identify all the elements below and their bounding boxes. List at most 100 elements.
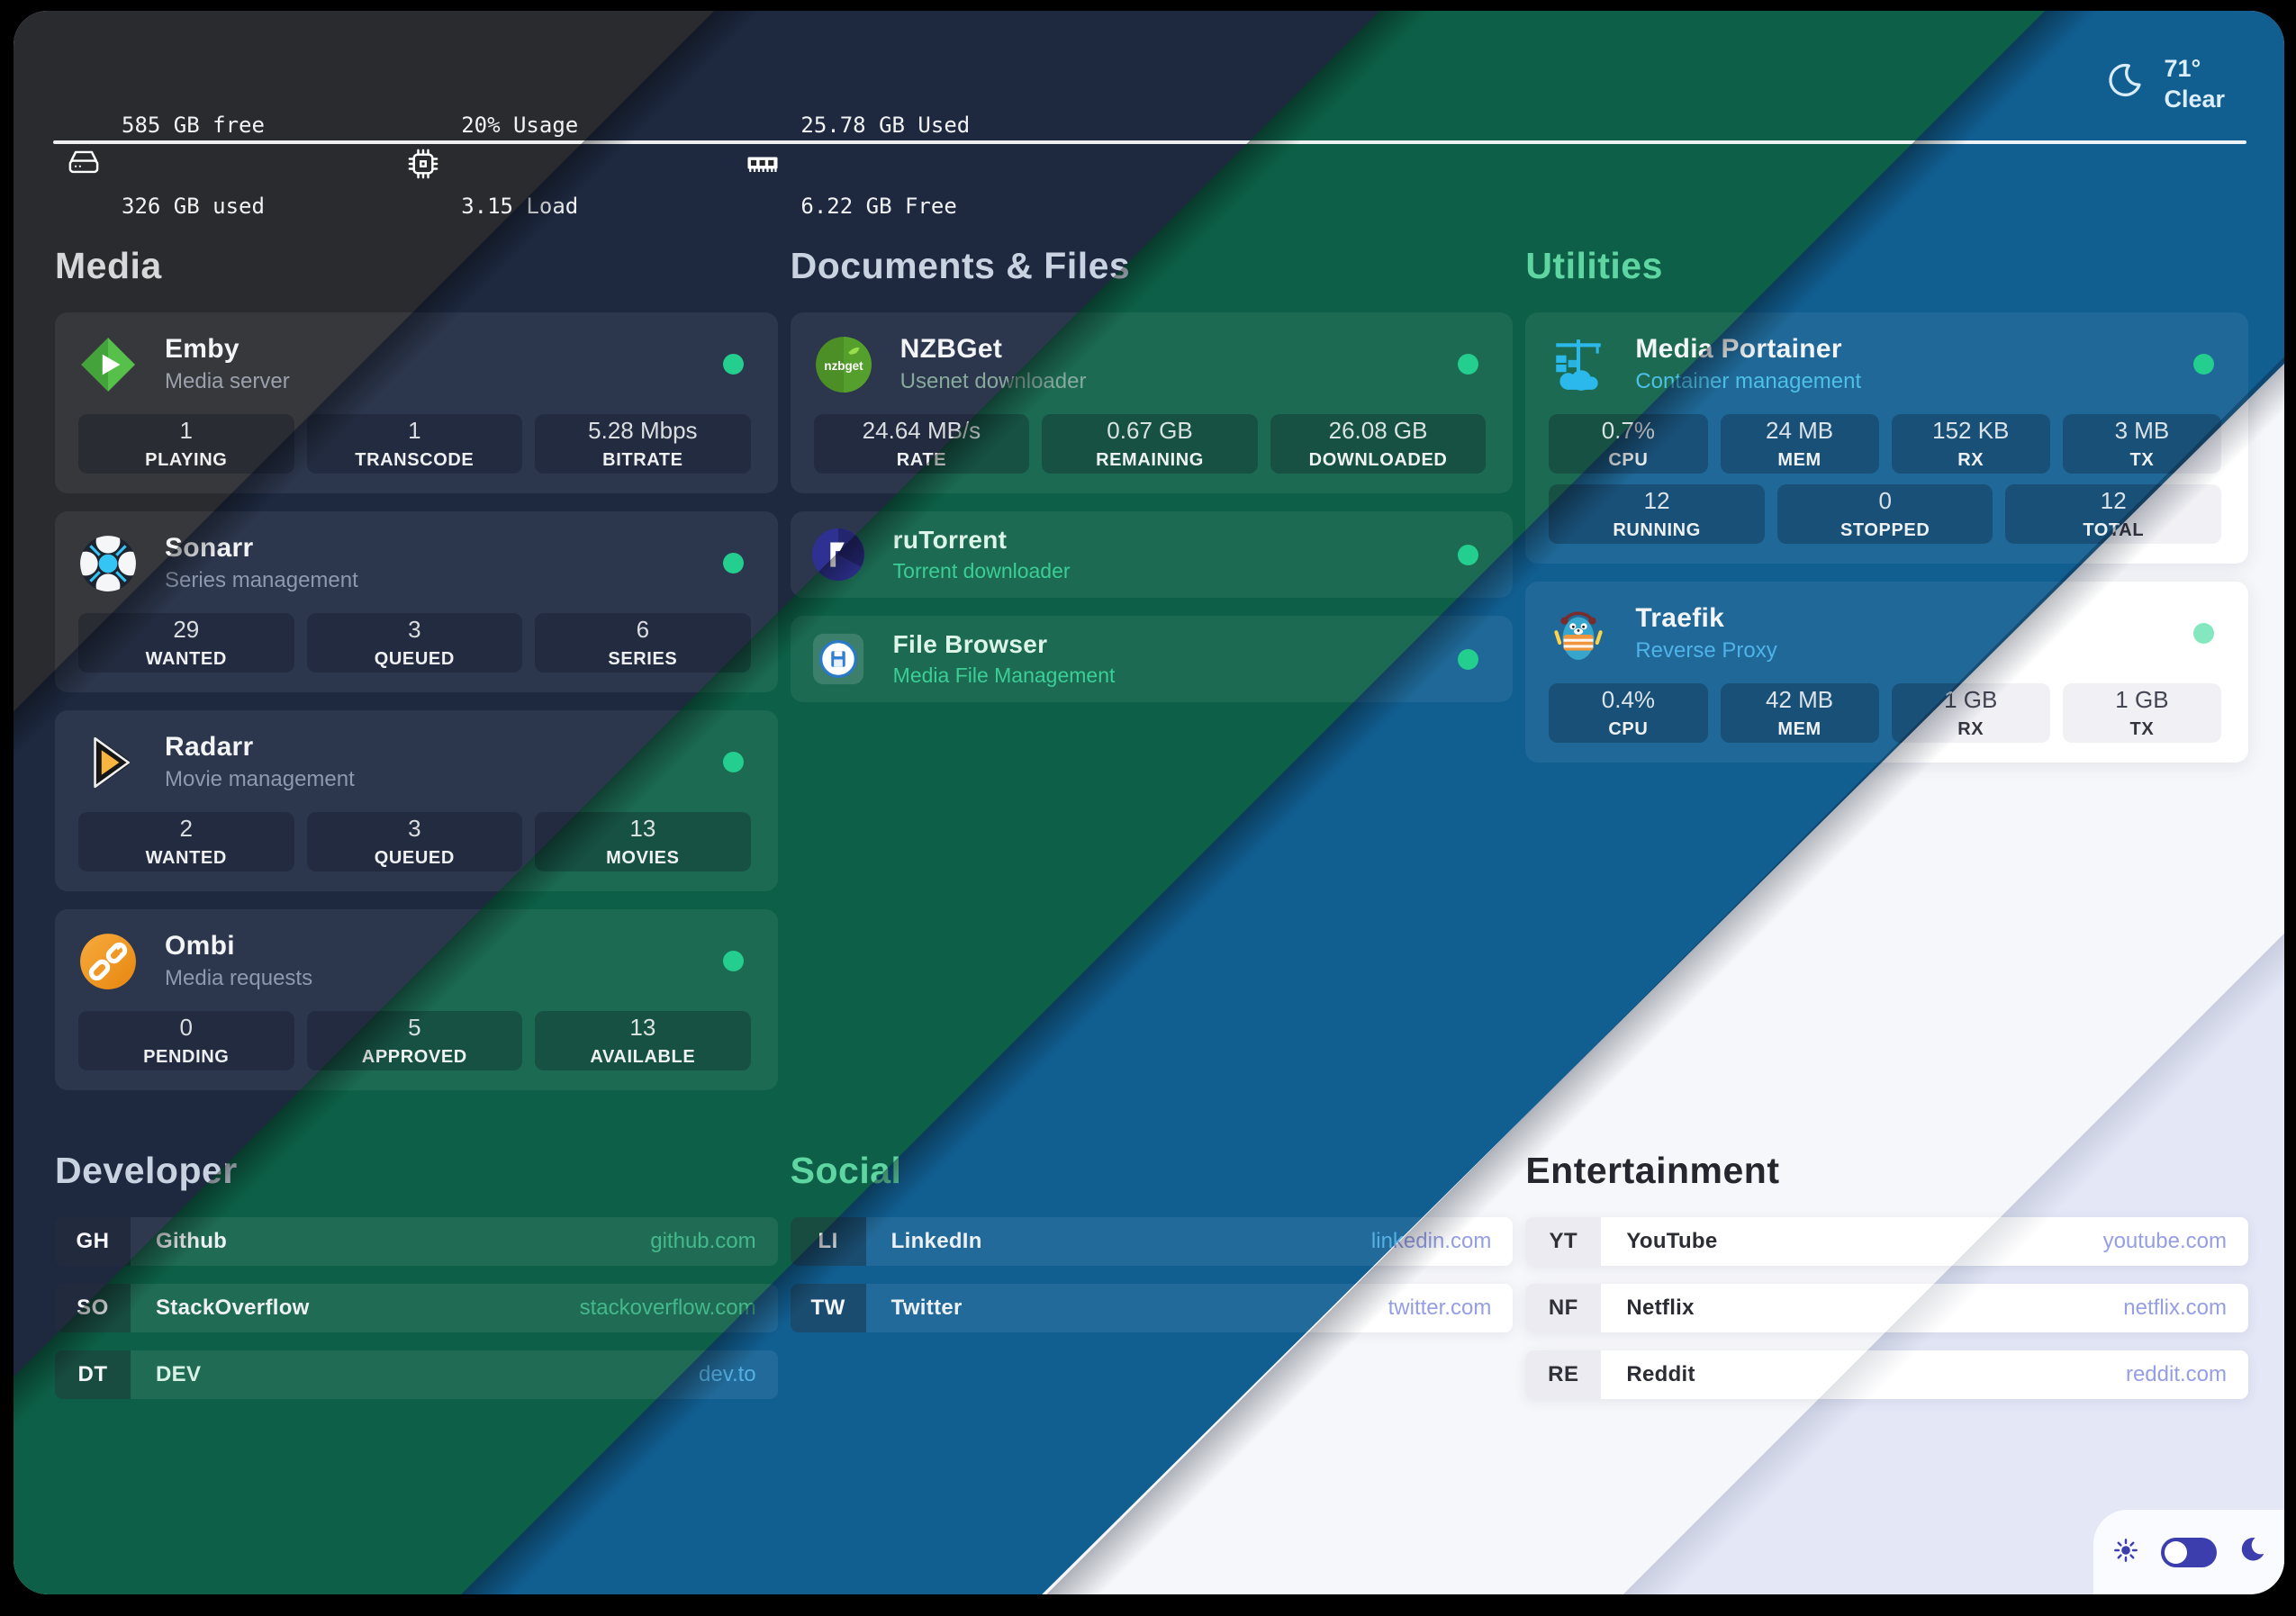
section-title: Utilities [1525,245,1663,286]
service-subtitle: Usenet downloader [899,369,1087,393]
theme-toggle-switch[interactable] [2161,1537,2217,1567]
service-card-ombi[interactable]: Ombi Media requests 0 PENDING [55,909,778,1090]
weather-temperature: 71° [2164,55,2201,82]
dashboard-screen: 585 GB free 326 GB used [14,11,2284,1594]
link-domain: stackoverflow.com [579,1296,756,1320]
service-title: ruTorrent [892,526,1008,554]
section-title: Social [790,1150,902,1191]
stat-downloaded: 26.08 GB DOWNLOADED [1270,414,1487,474]
stat-remaining: 0.67 GB REMAINING [1042,414,1258,474]
stat-cpu: 0.7% CPU [1549,414,1708,474]
stat-wanted: 29 WANTED [78,613,294,673]
section-documents: Documents & Files nzbget [790,245,1514,702]
weather-condition: Clear [2164,85,2225,113]
section-title: Documents & Files [790,245,1131,286]
nzbget-icon: nzbget [814,335,873,394]
service-title: Radarr [165,732,254,762]
service-subtitle: Reverse Proxy [1635,638,1777,663]
stat-tx: 3 MB TX [2062,414,2222,474]
service-subtitle: Media requests [165,966,313,990]
section-social: Social LI LinkedIn linkedin.com TW Twitt… [790,1150,1514,1332]
link-row-reddit[interactable]: RE Reddit reddit.com [1525,1350,2248,1399]
emby-icon [78,335,138,394]
disk-icon [64,144,104,188]
cpu-load: 3.15 Load [461,194,579,219]
service-card-emby[interactable]: Emby Media server 1 PLAYING [55,312,778,493]
link-domain: reddit.com [2125,1362,2227,1386]
filebrowser-icon [810,631,866,687]
service-card-radarr[interactable]: Radarr Movie management 2 WANTED [55,710,778,891]
service-card-rutorrent[interactable]: ruTorrent Torrent downloader [790,511,1514,598]
service-card-nzbget[interactable]: nzbget NZBGet Usenet downloader [790,312,1514,493]
link-row-dev[interactable]: DT DEV dev.to [55,1350,778,1399]
stat-bitrate: 5.28 Mbps BITRATE [535,414,751,474]
stat-available: 13 AVAILABLE [535,1011,751,1070]
stat-series: 6 SERIES [535,613,751,673]
github-icon: GH [55,1217,131,1266]
toggle-knob [2165,1540,2187,1564]
stat-pending: 0 PENDING [78,1011,294,1070]
stat-tx: 1 GB TX [2062,683,2222,743]
link-row-github[interactable]: GH Github github.com [55,1217,778,1266]
section-title: Entertainment [1525,1150,1780,1191]
link-domain: youtube.com [2102,1229,2227,1253]
service-subtitle: Movie management [165,767,355,791]
stat-wanted: 2 WANTED [78,812,294,871]
status-dot [2193,354,2214,375]
service-card-sonarr[interactable]: Sonarr Series management 29 WANTED [55,511,778,692]
status-dot [1458,648,1479,670]
stat-rx: 152 KB RX [1891,414,2050,474]
sun-icon[interactable] [2111,1535,2141,1570]
link-label: Github [156,1229,228,1253]
moon-icon [2101,59,2146,109]
stat-rate: 24.64 MB/s RATE [813,414,1030,474]
status-bar: 585 GB free 326 GB used [14,11,2284,219]
stat-stopped: 0 STOPPED [1776,484,1993,544]
cpu-usage: 20% Usage [461,113,579,138]
service-card-filebrowser[interactable]: File Browser Media File Management [790,616,1514,702]
disk-used: 326 GB used [122,194,265,219]
disk-status: 585 GB free 326 GB used [64,58,330,274]
stat-approved: 5 APPROVED [306,1011,523,1070]
link-label: LinkedIn [890,1229,982,1253]
service-title: Ombi [165,931,235,961]
service-subtitle: Torrent downloader [892,559,1071,582]
service-title: File Browser [892,630,1048,658]
stat-cpu: 0.4% CPU [1549,683,1708,743]
stat-transcode: 1 TRANSCODE [306,414,523,474]
service-title: Media Portainer [1635,334,1842,364]
twitter-icon: TW [790,1284,866,1332]
link-row-youtube[interactable]: YT YouTube youtube.com [1525,1217,2248,1266]
service-title: Traefik [1635,603,1725,633]
status-dot [722,951,744,971]
service-subtitle: Media File Management [892,664,1116,687]
cpu-icon [403,144,443,188]
stat-playing: 1 PLAYING [78,414,294,474]
service-subtitle: Container management [1635,369,1862,393]
stat-queued: 3 QUEUED [306,613,523,673]
link-row-netflix[interactable]: NF Netflix netflix.com [1525,1284,2248,1332]
stat-mem: 42 MB MEM [1720,683,1879,743]
netflix-icon: NF [1525,1284,1602,1332]
link-domain: github.com [650,1229,756,1253]
link-domain: twitter.com [1388,1296,1492,1320]
theme-toggle-panel [2093,1510,2284,1594]
link-label: StackOverflow [156,1296,310,1320]
link-row-stackoverflow[interactable]: SO StackOverflow stackoverflow.com [55,1284,778,1332]
radarr-icon [78,733,138,792]
memory-status: 25.78 GB Used 6.22 GB Free [743,58,1008,274]
section-title: Developer [55,1150,238,1191]
stat-mem: 24 MB MEM [1720,414,1879,474]
section-media: Media Emby Media server [55,245,778,1090]
linkedin-icon: LI [790,1217,866,1266]
ombi-icon [78,932,138,991]
portainer-icon [1549,335,1608,394]
moon-icon[interactable] [2237,1535,2267,1570]
svg-text:nzbget: nzbget [824,359,863,373]
memory-used: 25.78 GB Used [800,113,971,138]
section-developer: Developer GH Github github.com SO StackO… [55,1150,778,1399]
status-dot [722,354,744,375]
section-title: Media [55,245,162,286]
stackoverflow-icon: SO [55,1284,131,1332]
